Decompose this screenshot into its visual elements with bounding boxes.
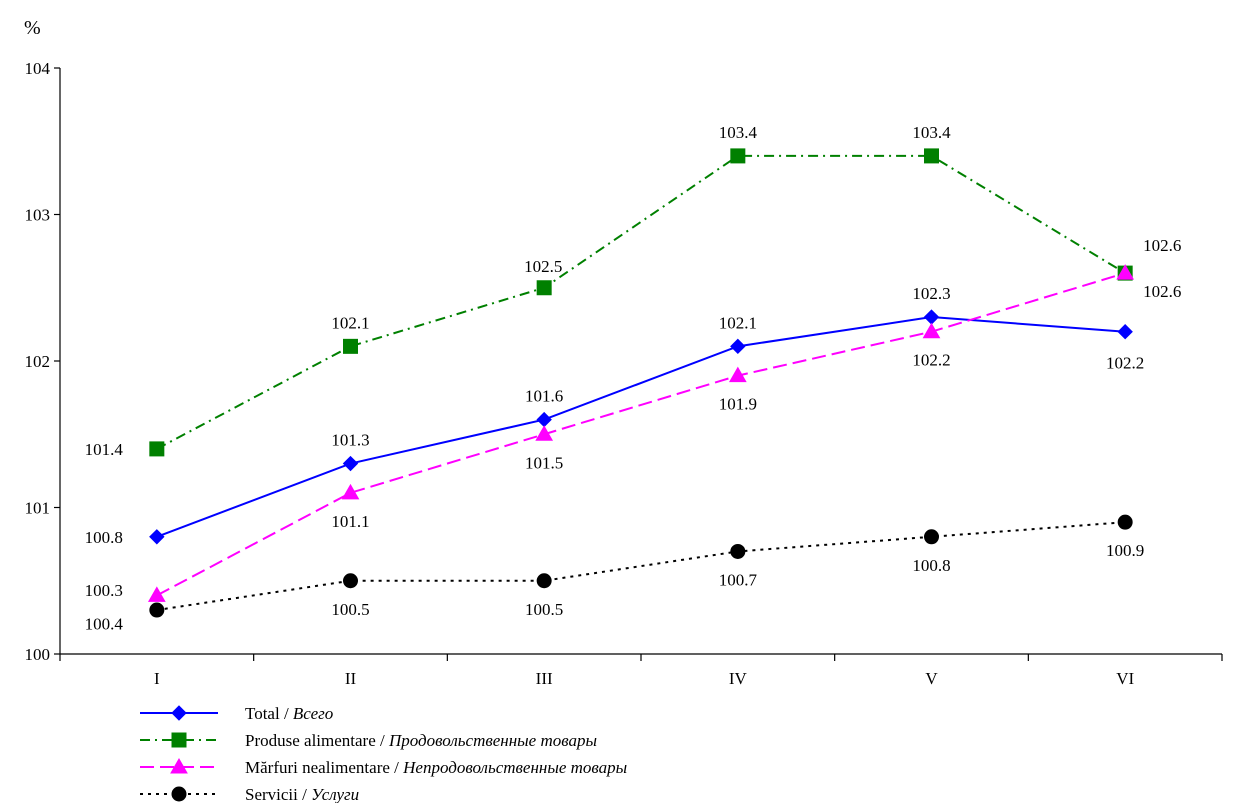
series-line-0 bbox=[156, 316, 1126, 538]
data-point-marker bbox=[149, 602, 165, 618]
data-point-marker bbox=[730, 543, 746, 559]
legend-entry-label: Total / Всего bbox=[245, 704, 333, 723]
data-point-marker bbox=[1116, 264, 1135, 280]
legend-entry-label: Mărfuri nealimentare / Непродовольственн… bbox=[245, 758, 627, 777]
y-tick-label: 103 bbox=[25, 206, 51, 225]
data-label: 101.4 bbox=[85, 440, 124, 459]
y-tick-label: 100 bbox=[25, 645, 51, 664]
data-labels: 100.8 101.3 101.6 102.1 102.3 102.2 101.4 102.1… bbox=[85, 123, 1182, 634]
y-tick-label: 101 bbox=[25, 499, 51, 518]
x-tick-label: II bbox=[345, 669, 357, 688]
data-label: 101.3 bbox=[331, 431, 369, 450]
data-label: 100.4 bbox=[85, 614, 124, 633]
data-label: 100.5 bbox=[525, 600, 563, 619]
data-point-marker bbox=[536, 280, 552, 296]
x-tick-label: V bbox=[925, 669, 938, 688]
data-label: 102.1 bbox=[331, 313, 369, 332]
data-label: 102.1 bbox=[719, 313, 757, 332]
legend-marker bbox=[171, 786, 187, 802]
data-label: 101.6 bbox=[525, 387, 563, 406]
data-label: 101.9 bbox=[719, 395, 757, 414]
y-tick-label: 104 bbox=[25, 59, 51, 78]
data-label: 100.9 bbox=[1106, 541, 1144, 560]
data-point-marker bbox=[147, 586, 166, 602]
y-axis-unit-label: % bbox=[24, 17, 41, 39]
data-point-marker bbox=[922, 322, 941, 339]
legend-name-ru: Непродовольственные товары bbox=[402, 758, 627, 777]
data-label: 102.5 bbox=[524, 257, 562, 276]
data-label: 100.5 bbox=[331, 600, 369, 619]
legend-marker bbox=[171, 732, 187, 748]
data-point-marker bbox=[341, 483, 360, 500]
legend-name: Produse alimentare / bbox=[245, 731, 389, 750]
legend-entry-label: Servicii / Услуги bbox=[245, 785, 359, 803]
data-label: 100.8 bbox=[85, 528, 123, 547]
data-label: 102.3 bbox=[912, 284, 950, 303]
data-point-marker bbox=[343, 573, 358, 589]
legend: Total / Всего Produse alimentare / Продов… bbox=[140, 704, 627, 803]
data-point-marker bbox=[536, 411, 552, 428]
series-line-2 bbox=[156, 272, 1126, 597]
x-tick-label: VI bbox=[1116, 669, 1134, 688]
legend-name-ru: Продовольственные товары bbox=[388, 731, 597, 750]
data-point-marker bbox=[1117, 323, 1133, 340]
x-tick-label: III bbox=[536, 669, 553, 688]
data-label: 102.2 bbox=[912, 351, 950, 370]
x-tick-label: IV bbox=[729, 669, 748, 688]
data-point-marker bbox=[730, 148, 746, 164]
legend-marker bbox=[170, 757, 188, 774]
legend-marker bbox=[171, 705, 187, 721]
legend-name-ru: Услуги bbox=[311, 785, 359, 803]
legend-name: Mărfuri nealimentare / bbox=[245, 758, 403, 777]
data-point-marker bbox=[343, 338, 358, 354]
data-label: 101.5 bbox=[525, 453, 563, 472]
data-point-marker bbox=[924, 148, 939, 164]
data-point-marker bbox=[923, 309, 940, 325]
data-label: 100.3 bbox=[85, 581, 123, 600]
data-point-marker bbox=[149, 529, 165, 545]
data-label: 103.4 bbox=[912, 123, 951, 142]
legend-entry-label: Produse alimentare / Продовольственные т… bbox=[245, 731, 597, 750]
data-label: 102.6 bbox=[1143, 282, 1181, 301]
data-point-marker bbox=[728, 366, 747, 383]
series-line-1 bbox=[156, 154, 1126, 450]
series-line-3 bbox=[156, 521, 1126, 612]
data-label: 100.8 bbox=[912, 556, 950, 575]
legend-name-ru: Всего bbox=[293, 704, 333, 723]
x-tick-label: I bbox=[154, 669, 160, 688]
data-label: 102.2 bbox=[1106, 354, 1144, 373]
data-point-marker bbox=[1117, 514, 1133, 530]
legend-name: Servicii / bbox=[245, 785, 311, 803]
series-markers bbox=[147, 148, 1135, 618]
data-label: 102.6 bbox=[1143, 236, 1181, 255]
data-label: 103.4 bbox=[719, 123, 758, 142]
data-point-marker bbox=[149, 441, 165, 457]
data-point-marker bbox=[535, 425, 554, 441]
y-tick-label: 102 bbox=[25, 352, 51, 371]
data-point-marker bbox=[924, 529, 939, 545]
data-point-marker bbox=[342, 455, 359, 472]
data-point-marker bbox=[730, 338, 746, 355]
data-point-marker bbox=[536, 573, 552, 589]
data-label: 101.1 bbox=[331, 512, 369, 531]
legend-name: Total / bbox=[245, 704, 293, 723]
data-label: 100.7 bbox=[719, 570, 758, 589]
series-lines bbox=[156, 154, 1126, 612]
